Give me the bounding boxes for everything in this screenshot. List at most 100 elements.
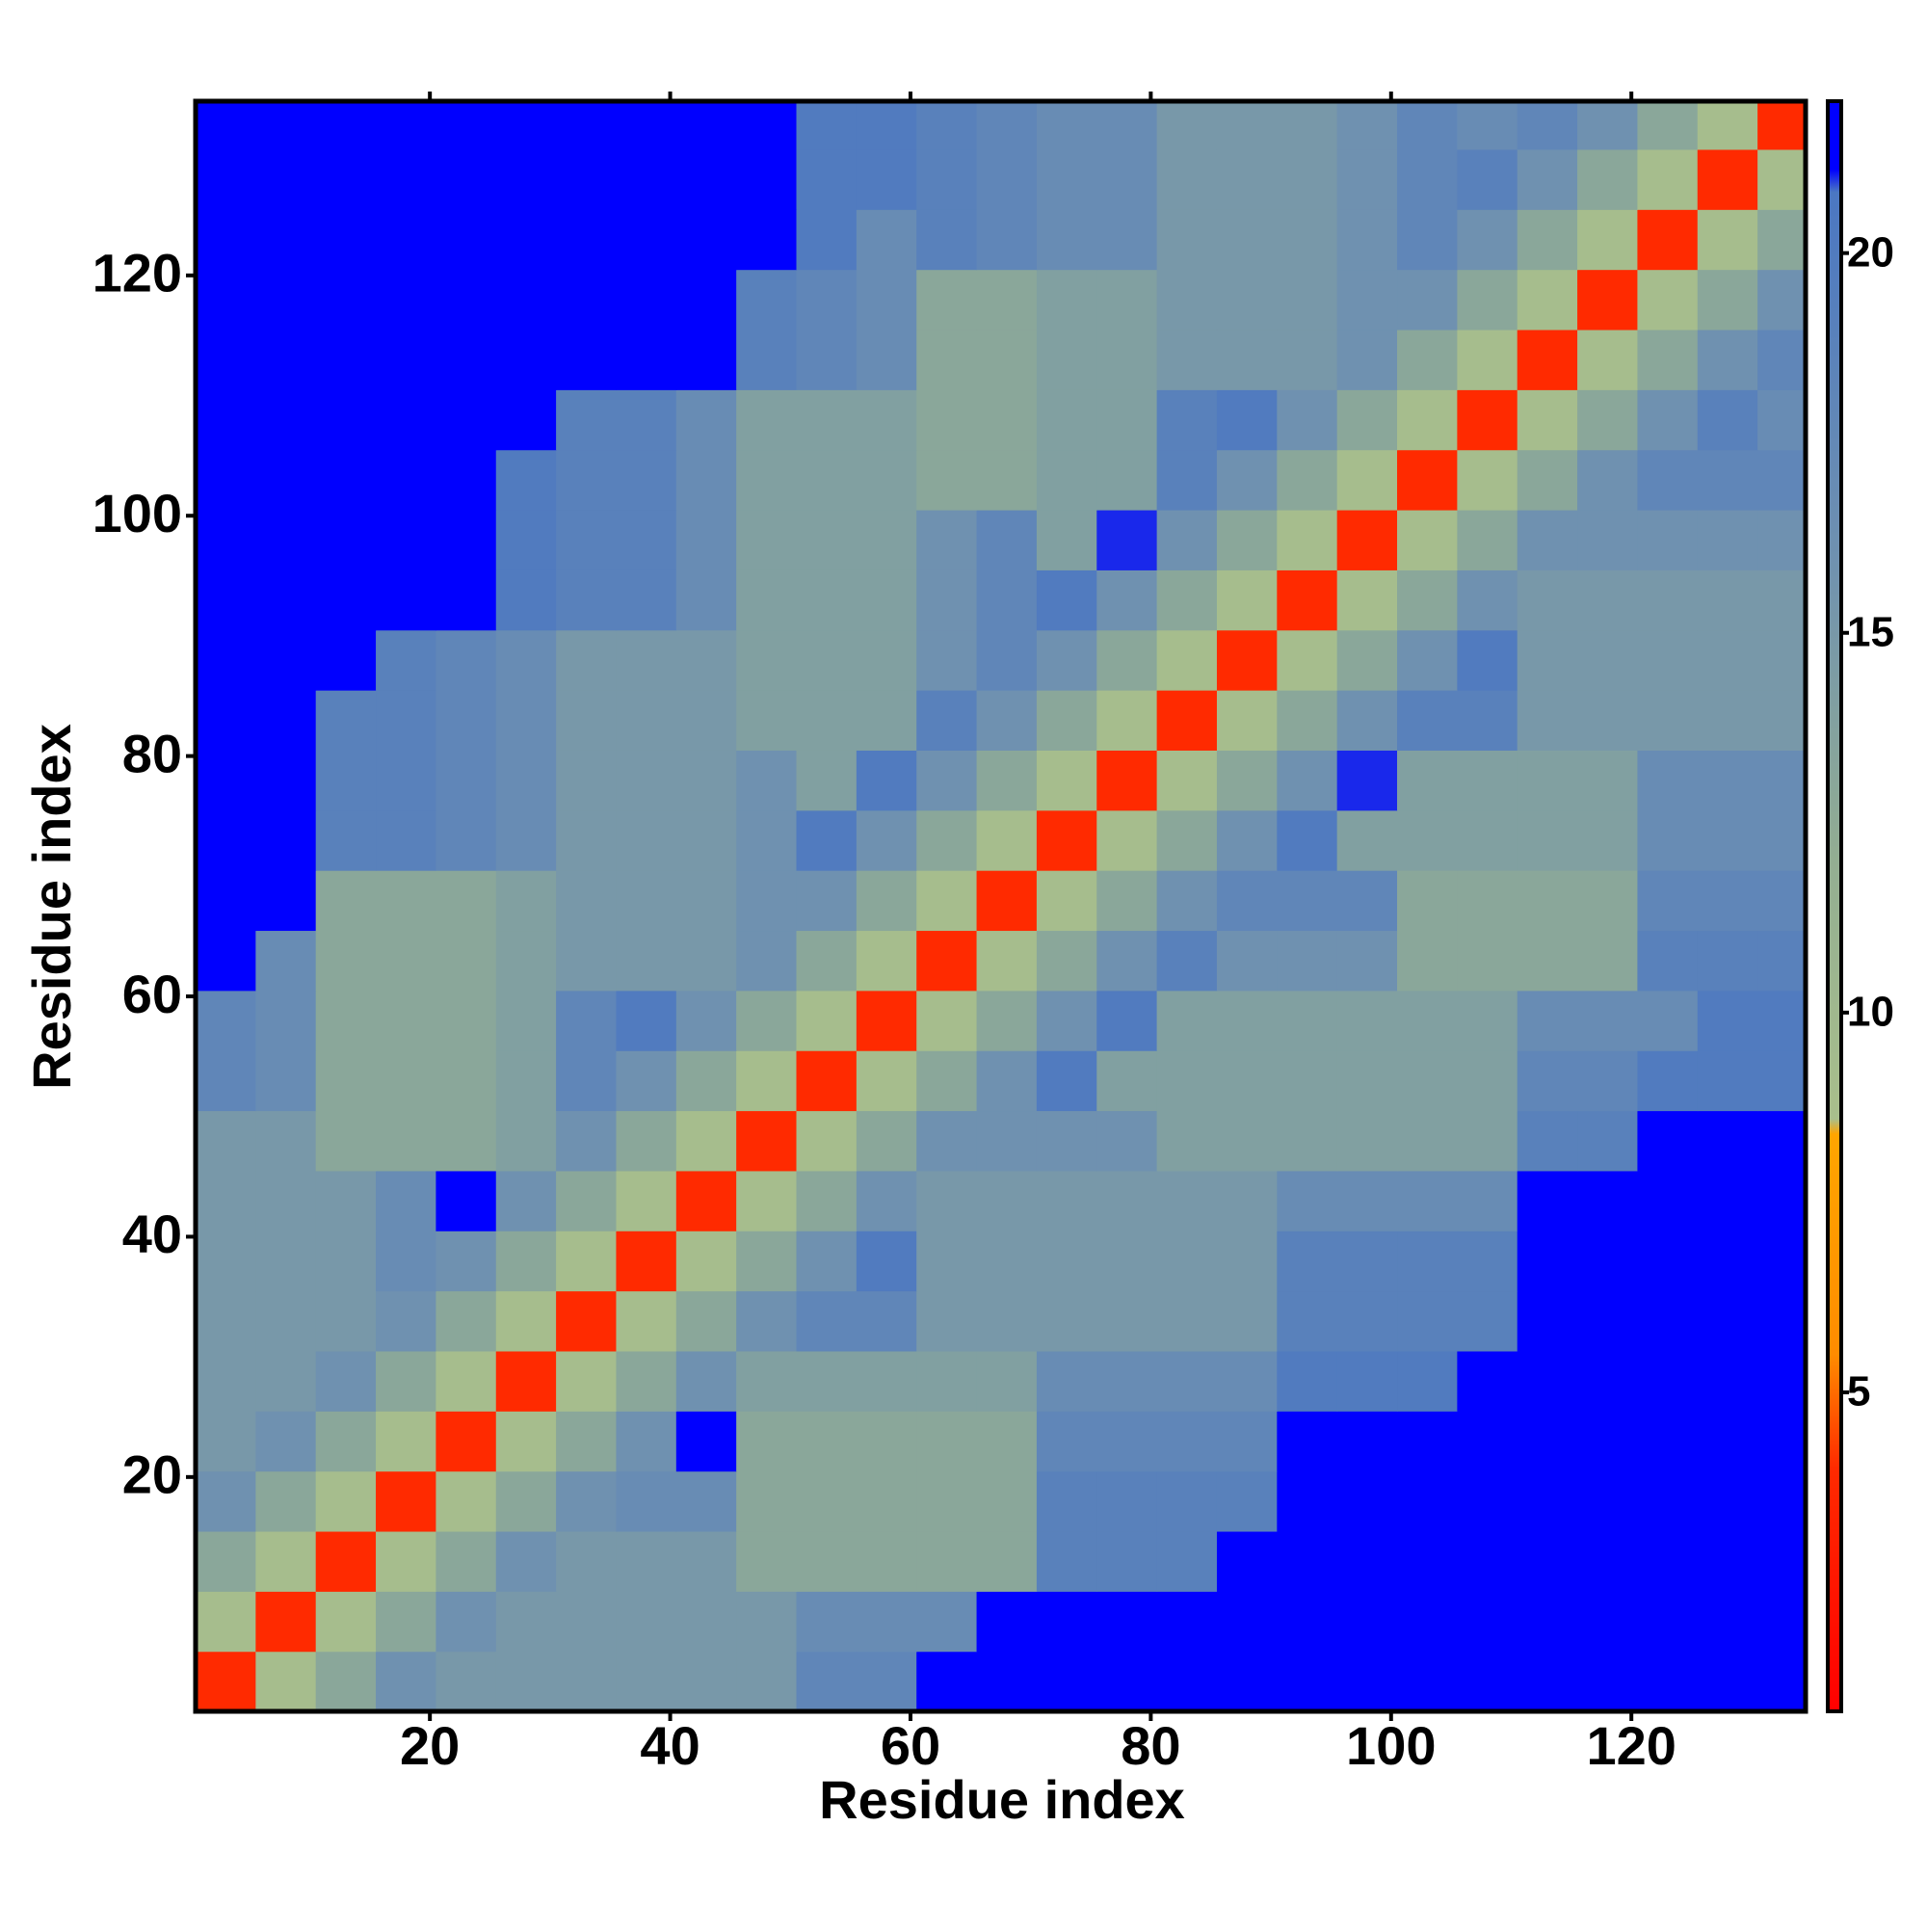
- heatmap-cell: [1277, 750, 1338, 811]
- heatmap-cell: [1397, 1530, 1458, 1592]
- heatmap-cell: [675, 329, 737, 390]
- heatmap-cell: [1577, 269, 1639, 331]
- heatmap-cell: [796, 389, 858, 451]
- heatmap-cell: [495, 269, 557, 331]
- heatmap-cell: [675, 1350, 737, 1412]
- heatmap-cell: [1697, 389, 1758, 451]
- heatmap-cell: [436, 1110, 497, 1172]
- heatmap-cell: [736, 629, 798, 691]
- heatmap-cell: [916, 750, 978, 811]
- heatmap-cell: [1577, 930, 1639, 992]
- heatmap-cell: [976, 389, 1038, 451]
- heatmap-cell: [1036, 509, 1097, 570]
- heatmap-cell: [1036, 101, 1097, 150]
- heatmap-cell: [495, 209, 557, 271]
- heatmap-cell: [1517, 101, 1578, 150]
- heatmap-cell: [255, 930, 317, 992]
- heatmap-cell: [255, 1110, 317, 1172]
- heatmap-cell: [616, 1290, 677, 1352]
- heatmap-cell: [1216, 1651, 1278, 1712]
- heatmap-cell: [1036, 690, 1097, 751]
- heatmap-cell: [1637, 1411, 1699, 1472]
- heatmap-cell: [1517, 690, 1578, 751]
- colorbar-tick-label: 5: [1847, 1368, 1870, 1416]
- heatmap-cell: [1277, 1530, 1338, 1592]
- heatmap-cell: [796, 269, 858, 331]
- heatmap-cell: [616, 509, 677, 570]
- heatmap-cell: [856, 329, 917, 390]
- heatmap-cell: [255, 690, 317, 751]
- heatmap-cell: [856, 449, 917, 511]
- heatmap-cell: [436, 1050, 497, 1112]
- heatmap-cell: [1216, 509, 1278, 570]
- heatmap-cell: [315, 1350, 377, 1412]
- heatmap-cell: [796, 1651, 858, 1712]
- heatmap-cell: [616, 930, 677, 992]
- heatmap-cell: [1457, 750, 1518, 811]
- heatmap-cell: [1697, 1591, 1758, 1653]
- heatmap-cell: [1397, 1231, 1458, 1292]
- plot-frame: [193, 98, 1808, 1714]
- heatmap-cell: [255, 148, 317, 210]
- heatmap-cell: [1336, 690, 1398, 751]
- heatmap-cell: [856, 101, 917, 150]
- heatmap-cell: [376, 1411, 437, 1472]
- heatmap-cell: [376, 930, 437, 992]
- heatmap-cell: [1156, 1170, 1218, 1231]
- heatmap-cell: [196, 1231, 256, 1292]
- heatmap-cell: [916, 449, 978, 511]
- heatmap-cell: [1277, 209, 1338, 271]
- heatmap-cell: [1096, 990, 1158, 1051]
- heatmap-cell: [1517, 449, 1578, 511]
- heatmap-cell: [1517, 1231, 1578, 1292]
- heatmap-cell: [1697, 1350, 1758, 1412]
- heatmap-cell: [856, 1170, 917, 1231]
- heatmap-cell: [675, 930, 737, 992]
- heatmap-cell: [1036, 629, 1097, 691]
- heatmap-cell: [976, 1350, 1038, 1412]
- heatmap-cell: [856, 750, 917, 811]
- heatmap-cell: [675, 449, 737, 511]
- heatmap-cell: [1336, 930, 1398, 992]
- heatmap-cell: [376, 1050, 437, 1112]
- heatmap-cell: [1096, 930, 1158, 992]
- heatmap-cell: [196, 1651, 256, 1712]
- heatmap-cell: [976, 809, 1038, 871]
- heatmap-cell: [1637, 1591, 1699, 1653]
- heatmap-cell: [1216, 269, 1278, 331]
- heatmap-cell: [376, 569, 437, 631]
- heatmap-cell: [796, 930, 858, 992]
- heatmap-cell: [1577, 329, 1639, 390]
- heatmap-cell: [1577, 1350, 1639, 1412]
- heatmap-cell: [736, 1350, 798, 1412]
- heatmap-cell: [736, 870, 798, 932]
- heatmap-cell: [1156, 1530, 1218, 1592]
- x-tick-label: 100: [1346, 1715, 1436, 1776]
- heatmap-cell: [1697, 101, 1758, 150]
- heatmap-cell: [495, 750, 557, 811]
- heatmap-cell: [1517, 1110, 1578, 1172]
- heatmap-cell: [736, 209, 798, 271]
- heatmap-cell: [376, 1651, 437, 1712]
- heatmap-cell: [1457, 1290, 1518, 1352]
- heatmap-cell: [1096, 809, 1158, 871]
- heatmap-cell: [1637, 449, 1699, 511]
- heatmap-cell: [1096, 269, 1158, 331]
- heatmap-cell: [196, 1411, 256, 1472]
- heatmap-cell: [1637, 148, 1699, 210]
- heatmap-cell: [1757, 101, 1807, 150]
- heatmap-cell: [315, 990, 377, 1051]
- heatmap-cell: [1697, 690, 1758, 751]
- heatmap-cell: [976, 509, 1038, 570]
- heatmap-cell: [1697, 509, 1758, 570]
- heatmap-cell: [616, 148, 677, 210]
- heatmap-cell: [1577, 1591, 1639, 1653]
- heatmap-cell: [1336, 569, 1398, 631]
- heatmap-cell: [1697, 1530, 1758, 1592]
- heatmap-cell: [1156, 990, 1218, 1051]
- heatmap-cell: [556, 809, 618, 871]
- heatmap-cell: [1757, 1411, 1807, 1472]
- heatmap-cell: [675, 1231, 737, 1292]
- heatmap-cell: [675, 1411, 737, 1472]
- heatmap-cell: [856, 569, 917, 631]
